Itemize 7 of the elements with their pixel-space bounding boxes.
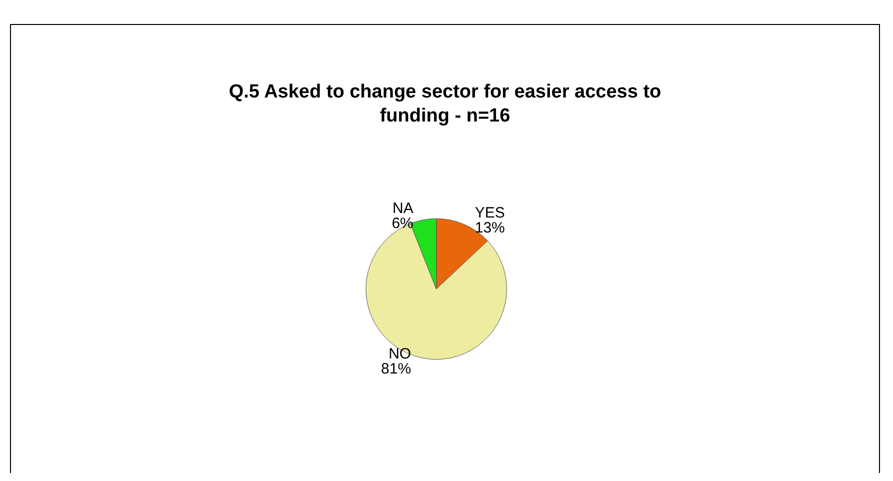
data-label: 13% (474, 220, 505, 237)
chart-title: Q.5 Asked to change sector for easier access to funding - n=16 (228, 82, 662, 126)
data-label: 6% (392, 214, 414, 232)
slice-label: NO (388, 346, 412, 363)
slice-label: NA (392, 200, 414, 217)
data-label: 81% (381, 360, 412, 378)
slice-label: YES (474, 204, 505, 222)
